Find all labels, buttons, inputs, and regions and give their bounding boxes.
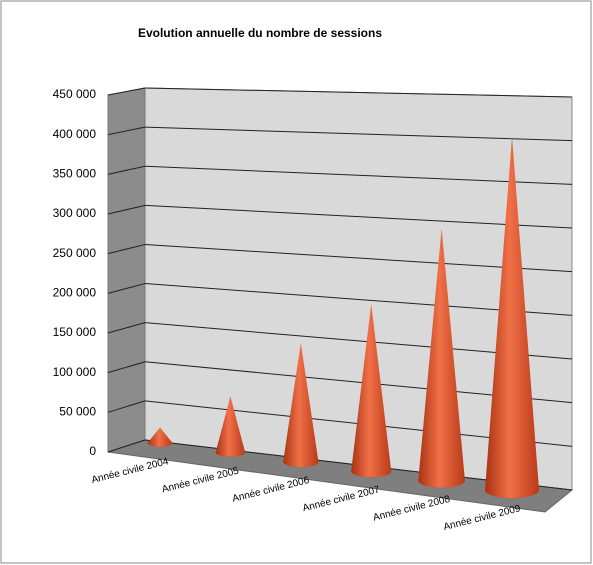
y-tick-label: 50 000	[59, 405, 96, 419]
cone	[485, 136, 539, 499]
y-tick-label: 250 000	[53, 246, 97, 260]
y-tick-label: 200 000	[53, 286, 97, 300]
grid-line	[144, 165, 573, 185]
grid-line	[107, 361, 146, 374]
y-tick-label: 150 000	[53, 325, 97, 339]
grid-line	[107, 283, 146, 294]
chart-title: Evolution annuelle du nombre de sessions	[138, 26, 382, 40]
grid-line	[107, 243, 146, 255]
side-wall	[107, 87, 146, 453]
y-tick-label: 0	[89, 444, 96, 458]
grid-line	[107, 87, 146, 96]
grid-line	[107, 400, 146, 413]
y-tick-label: 400 000	[53, 127, 97, 141]
cone	[351, 303, 392, 478]
cone	[215, 396, 246, 457]
y-tick-label: 350 000	[53, 167, 97, 181]
cone-body	[283, 343, 319, 468]
cone-body	[418, 228, 465, 488]
grid-line	[144, 204, 573, 229]
cone-body	[351, 303, 392, 478]
grid-line	[107, 165, 146, 175]
cone-body	[485, 136, 539, 499]
grid-line	[107, 439, 146, 453]
y-tick-label: 300 000	[53, 206, 97, 220]
cone	[418, 228, 465, 488]
grid-line	[107, 204, 146, 215]
grid-line	[144, 87, 573, 98]
y-tick-label: 100 000	[53, 365, 97, 379]
grid-line	[144, 126, 573, 142]
grid-line	[144, 243, 573, 273]
cone-body	[147, 427, 173, 447]
cone-body	[215, 396, 246, 457]
grid-line	[107, 322, 146, 334]
cone	[283, 343, 319, 468]
cone	[147, 427, 173, 447]
grid-line	[107, 126, 146, 136]
y-tick-label: 450 000	[53, 87, 97, 101]
